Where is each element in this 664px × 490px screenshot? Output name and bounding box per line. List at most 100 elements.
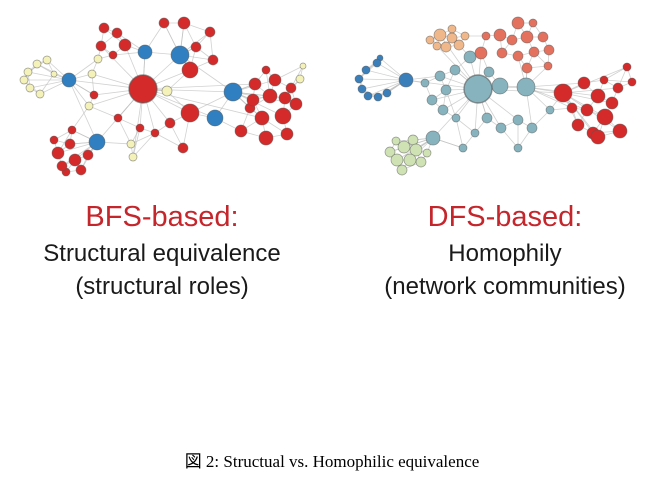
graph-node xyxy=(246,93,260,107)
graph-node xyxy=(87,69,97,79)
graph-edge xyxy=(525,82,585,88)
graph-node xyxy=(363,91,373,101)
graph-node xyxy=(32,59,42,69)
graph-node xyxy=(605,96,619,110)
graph-node xyxy=(528,46,540,58)
graph-node xyxy=(357,84,367,94)
graph-node xyxy=(446,32,458,44)
graph-node xyxy=(521,62,533,74)
graph-node xyxy=(511,16,525,30)
graph-node xyxy=(128,74,158,104)
graph-node xyxy=(390,153,404,167)
graph-node xyxy=(61,72,77,88)
graph-node xyxy=(437,104,449,116)
graph-node xyxy=(285,82,297,94)
graph-node xyxy=(82,149,94,161)
graph-node xyxy=(51,146,65,160)
graph-node xyxy=(248,77,262,91)
graph-node xyxy=(403,153,417,167)
graph-node xyxy=(580,103,594,117)
graph-node xyxy=(23,67,33,77)
graph-node xyxy=(180,103,200,123)
graph-edge xyxy=(361,79,407,90)
graph-node xyxy=(543,44,555,56)
network-graphs xyxy=(19,16,637,177)
graph-node xyxy=(49,135,59,145)
graph-node xyxy=(98,22,110,34)
graph-edge xyxy=(562,66,628,94)
graph-edge xyxy=(603,79,633,83)
graph-node xyxy=(627,77,637,87)
graph-node xyxy=(474,46,488,60)
graph-node xyxy=(513,143,523,153)
graph-node xyxy=(84,101,94,111)
graph-node xyxy=(135,123,145,133)
graph-node xyxy=(590,129,606,145)
graph-node xyxy=(463,50,477,64)
graph-node xyxy=(409,143,423,157)
graph-node xyxy=(434,70,446,82)
graph-node xyxy=(137,44,153,60)
graph-node xyxy=(111,27,123,39)
graph-node xyxy=(158,17,170,29)
graph-node xyxy=(407,134,419,146)
graph-node xyxy=(516,77,536,97)
graph-node xyxy=(150,128,160,138)
node-layer xyxy=(354,16,637,176)
graph-node xyxy=(361,65,371,75)
graph-edge xyxy=(455,117,464,149)
graph-edge xyxy=(132,132,156,158)
graph-node xyxy=(496,47,508,59)
graph-node xyxy=(268,73,282,87)
graph-node xyxy=(526,122,538,134)
graph-node xyxy=(520,30,534,44)
graph-node xyxy=(177,16,191,30)
graph-node xyxy=(433,28,447,42)
graph-node xyxy=(391,136,401,146)
graph-node xyxy=(289,97,303,111)
graph-node xyxy=(254,110,270,126)
graph-node xyxy=(453,39,465,51)
graph-node xyxy=(89,90,99,100)
graph-node xyxy=(396,164,408,176)
graph-node xyxy=(398,72,414,88)
bfs-network-graph xyxy=(19,16,307,177)
graph-node xyxy=(463,74,493,104)
graph-node xyxy=(295,74,305,84)
graph-node xyxy=(537,31,549,43)
graph-node xyxy=(566,102,578,114)
graph-node xyxy=(571,118,585,132)
graph-node xyxy=(415,156,427,168)
graph-node xyxy=(177,142,189,154)
graph-node xyxy=(440,41,452,53)
graph-node xyxy=(354,74,364,84)
graph-node xyxy=(75,164,87,176)
graph-node xyxy=(422,148,432,158)
graph-node xyxy=(262,88,278,104)
graph-node xyxy=(261,65,271,75)
graph-node xyxy=(64,138,76,150)
graph-node xyxy=(50,70,58,78)
graph-node xyxy=(68,153,82,167)
graph-node xyxy=(458,143,468,153)
graph-node xyxy=(234,124,248,138)
graph-node xyxy=(506,34,518,46)
graph-node xyxy=(95,40,107,52)
graph-node xyxy=(432,41,442,51)
graph-node xyxy=(223,82,243,102)
graph-node xyxy=(25,83,35,93)
graph-node xyxy=(545,105,555,115)
graph-edge xyxy=(179,54,234,93)
graph-node xyxy=(67,125,77,135)
graph-node xyxy=(491,77,509,95)
dfs-subtitle-line2: (network communities) xyxy=(384,273,626,300)
graph-node xyxy=(299,62,307,70)
graph-node xyxy=(425,35,435,45)
graph-node xyxy=(426,94,438,106)
graph-node xyxy=(449,64,461,76)
graph-node xyxy=(420,78,430,88)
graph-node xyxy=(118,38,132,52)
graph-node xyxy=(481,31,491,41)
dfs-subtitle-line1: Homophily xyxy=(448,240,562,267)
graph-node xyxy=(35,89,45,99)
